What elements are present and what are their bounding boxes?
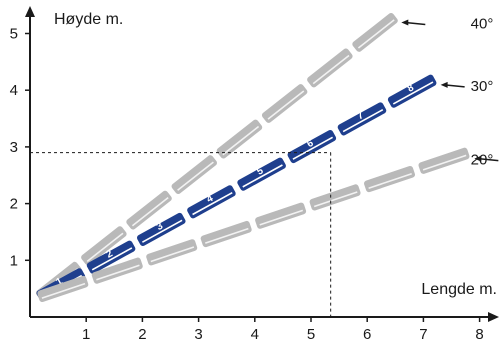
ladder-series (35, 12, 398, 301)
angle-label: 30° (471, 78, 494, 95)
x-tick-label: 3 (194, 326, 202, 342)
x-axis-arrow (488, 312, 499, 322)
segment-stripe (222, 125, 260, 156)
ladder-segment (81, 226, 127, 266)
segment-stripe (357, 19, 395, 49)
ladder-segment: 2 (86, 240, 136, 274)
x-tick-label: 6 (363, 326, 371, 342)
segment-stripe (96, 264, 140, 281)
ladder-segment (91, 257, 143, 284)
pointer-arrowhead (474, 155, 482, 162)
segment-body (352, 12, 398, 52)
y-tick-label: 5 (10, 26, 18, 43)
segment-body (309, 184, 361, 211)
x-tick-label: 7 (419, 326, 427, 342)
ladder-segment: 5 (237, 157, 286, 191)
segment-stripe (242, 164, 283, 188)
x-tick-label: 1 (82, 326, 90, 342)
x-tick-label: 4 (251, 326, 259, 342)
pointer-arrow (478, 157, 499, 162)
ladder-segment (37, 275, 89, 303)
segment-label: 4 (205, 193, 216, 206)
segment-label: 5 (255, 165, 266, 178)
ladder-segment: 6 (287, 129, 337, 164)
segment-label: 3 (155, 220, 166, 233)
ladder-segment (200, 220, 252, 248)
segment-body (126, 190, 172, 230)
ladder-segment (261, 84, 308, 123)
segment-label: 2 (105, 248, 116, 261)
ladder-segment (126, 190, 172, 230)
ladder-segment: 4 (187, 185, 236, 219)
ladder-segment (307, 48, 353, 88)
segment-stripe (177, 161, 214, 191)
x-axis-title: Lengde m. (421, 281, 497, 298)
segment-label: 7 (355, 110, 366, 123)
ladder-segment (309, 184, 361, 211)
x-tick-label: 8 (475, 326, 483, 342)
ladder-segment (146, 239, 198, 266)
segment-body (255, 202, 307, 229)
segment-body (364, 165, 416, 193)
y-tick-label: 1 (10, 252, 18, 269)
ladder-segment (418, 147, 470, 174)
segment-stripe (292, 136, 333, 160)
segment-stripe (150, 246, 195, 263)
series-labels: 40° 30° 20° (401, 15, 499, 169)
y-tick-label: 4 (10, 82, 18, 99)
segment-stripe (312, 54, 350, 85)
pointer-arrow (405, 21, 426, 26)
axis-ticks: 1 2 3 4 5 6 7 8 1 2 3 4 5 (10, 26, 484, 342)
y-tick-label: 3 (10, 139, 18, 156)
segment-label: 6 (305, 138, 316, 151)
pointer-arrowhead (401, 19, 409, 26)
ladder-segment (352, 12, 398, 52)
segment-body (307, 48, 353, 88)
segment-stripe (91, 247, 133, 271)
ladder-segment (171, 155, 218, 195)
ladder-segment: 3 (136, 212, 186, 247)
segment-body (261, 84, 308, 123)
segment-stripe (142, 219, 183, 243)
segment-stripe (131, 197, 169, 227)
segment-label: 1 (54, 276, 65, 289)
segment-stripe (267, 90, 305, 120)
angle-label: 20° (471, 152, 494, 169)
x-tick-label: 5 (307, 326, 315, 342)
y-axis-arrow (25, 6, 35, 17)
ladder-segment (216, 119, 263, 159)
segment-body (418, 147, 470, 174)
segment-stripe (368, 172, 412, 189)
segment-label: 8 (406, 82, 417, 95)
angle-label: 40° (471, 15, 494, 32)
ladder-series (37, 147, 470, 303)
x-tick-label: 2 (138, 326, 146, 342)
segment-body (171, 155, 218, 195)
segment-stripe (259, 209, 304, 226)
ladder-segment (255, 202, 307, 229)
pointer-arrowhead (440, 81, 448, 88)
segment-stripe (86, 232, 124, 262)
segment-stripe (205, 227, 249, 244)
ladder-segment: 7 (337, 102, 387, 136)
pointer-arrow (444, 84, 465, 88)
segment-stripe (313, 191, 358, 208)
guide-lines (30, 152, 332, 317)
segment-body (146, 239, 198, 266)
segment-stripe (192, 191, 233, 216)
series-layer: 1 2 3 4 5 6 7 8 (35, 12, 470, 303)
segment-stripe (422, 154, 467, 171)
segment-stripe (392, 81, 434, 105)
ladder-segment: 8 (387, 74, 437, 108)
axes (25, 6, 499, 322)
segment-stripe (41, 282, 86, 299)
segment-stripe (342, 109, 384, 133)
y-tick-label: 2 (10, 196, 18, 213)
segment-body (200, 220, 252, 248)
segment-body (81, 226, 127, 266)
y-axis-title: Høyde m. (54, 11, 123, 28)
segment-body (216, 119, 263, 159)
ladder-segment (364, 165, 416, 193)
